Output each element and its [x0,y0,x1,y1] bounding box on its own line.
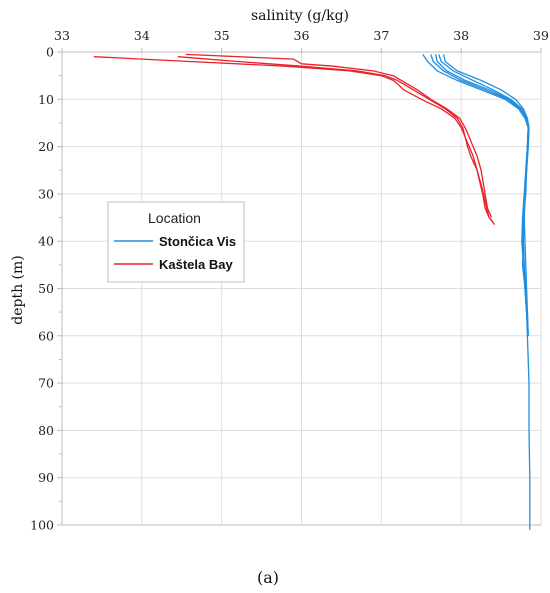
y-tick-label-9: 90 [38,470,54,485]
x-tick-label-6: 39 [533,28,549,43]
y-tick-label-5: 50 [38,281,54,296]
grid-layer [61,51,542,526]
y-tick-label-3: 30 [38,186,54,201]
series-stoncica-profile-1 [422,54,531,530]
y-tick-label-7: 70 [38,376,54,391]
y-tick-label-8: 80 [38,423,54,438]
series-stoncica-profile-4 [442,54,530,336]
x-tick-label-5: 38 [453,28,469,43]
x-tick-label-4: 37 [373,28,389,43]
y-tick-label-4: 40 [38,234,54,249]
y-tick-label-2: 20 [38,139,54,154]
y-tick-label-10: 100 [30,518,54,533]
legend: Location Stončica Vis Kaštela Bay [107,201,245,283]
y-tick-label-1: 10 [38,92,54,107]
legend-label-kastela: Kaštela Bay [159,257,233,272]
y-tick-label-6: 60 [38,328,54,343]
x-tick-label-2: 35 [214,28,230,43]
series-stoncica-profile-5 [430,54,529,313]
series-kastela-profile-2 [177,56,496,226]
series-kastela-profile-1 [93,56,494,223]
axis-layer: 33 34 35 36 37 38 39 0 10 20 30 40 50 60 70 80 90 100 [30,28,549,533]
series-kastela-profile-3 [185,53,493,218]
x-tick-label-3: 36 [294,28,310,43]
y-axis-title: depth (m) [10,255,26,325]
x-tick-label-0: 33 [54,28,70,43]
y-tick-label-0: 0 [46,45,54,60]
legend-title: Location [148,210,201,226]
figure-caption: (a) [257,568,279,587]
series-stoncica-profile-2 [434,54,529,336]
x-tick-label-1: 34 [134,28,150,43]
legend-label-stoncica: Stončica Vis [159,234,236,249]
legend-box [107,201,245,283]
series-layer [93,53,531,530]
x-axis-title: salinity (g/kg) [251,8,349,24]
